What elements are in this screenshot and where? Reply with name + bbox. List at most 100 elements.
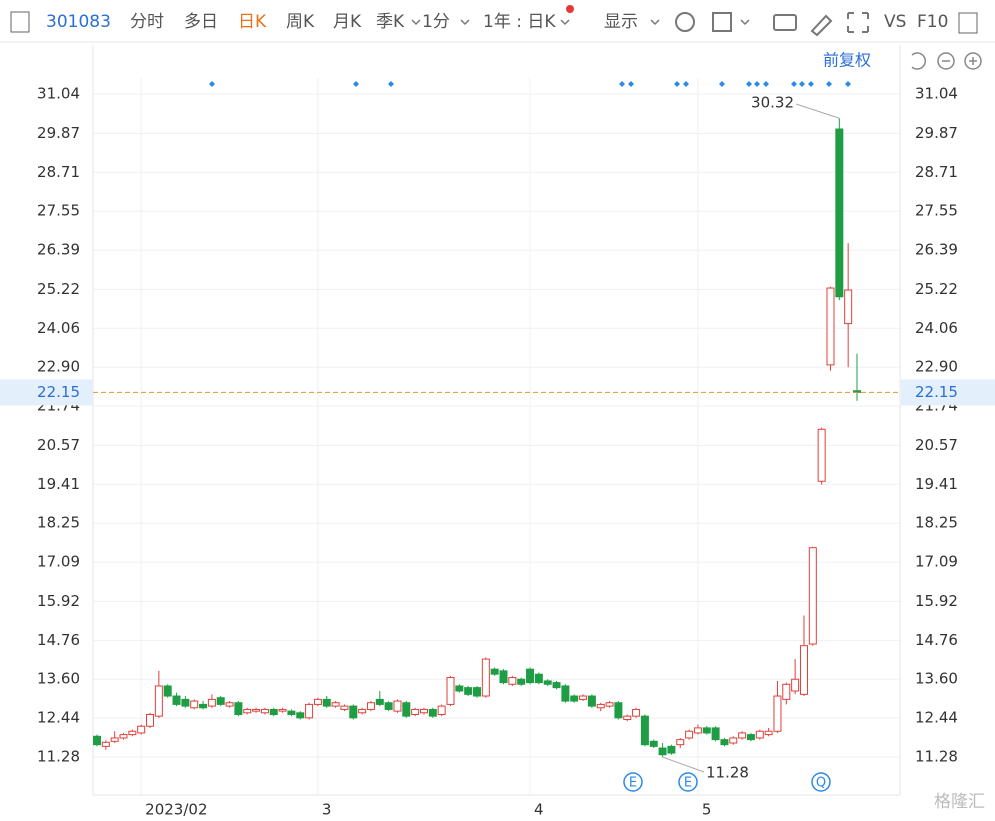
event-icon-label: E [684, 776, 692, 791]
candle-body [128, 730, 137, 736]
toolbar-tab[interactable]: 日K [238, 12, 267, 32]
dropdown-arrow [460, 19, 470, 26]
candle-body [570, 695, 579, 702]
candle-body [296, 712, 305, 719]
fullscreen-icon[interactable] [847, 12, 869, 33]
candle-body [163, 685, 172, 697]
y-tick-label: 18.25 [37, 514, 80, 532]
candle-body [667, 745, 676, 754]
candle-body [358, 708, 367, 714]
watermark: 格隆汇 [934, 792, 985, 812]
candle-body [340, 705, 349, 710]
y-tick-label: 22.90 [37, 358, 80, 376]
candle-body [561, 685, 570, 702]
candle-body [517, 678, 526, 685]
y2-tick-label: 17.09 [915, 553, 958, 571]
candle-body [93, 735, 101, 746]
event-icon-label: Q [816, 776, 826, 791]
last-price-label: 22.15 [37, 383, 80, 401]
box-icon[interactable] [712, 12, 732, 32]
candle-body [755, 730, 764, 739]
candle-body [349, 705, 358, 719]
candle-body [137, 725, 146, 734]
event-icon-label: E [629, 776, 637, 791]
candle-body [234, 702, 243, 715]
candle-body [552, 682, 561, 689]
y-tick-label: 13.60 [37, 670, 80, 688]
y2-tick-label: 29.87 [915, 124, 958, 142]
y2-tick-label: 15.92 [915, 592, 958, 610]
event-icon[interactable] [678, 772, 698, 792]
candle-body [685, 730, 694, 739]
camera-icon[interactable] [773, 14, 797, 31]
y-tick-label: 14.76 [37, 631, 80, 649]
candle-body [693, 727, 702, 734]
panel-icon[interactable] [958, 12, 978, 34]
toolbar-tab[interactable]: 季K [376, 12, 405, 32]
low-leader [662, 756, 705, 773]
adjust-button[interactable]: 前复权 [823, 51, 871, 70]
y-tick-label: 26.39 [37, 241, 80, 259]
candle-body [711, 727, 720, 741]
candle-body [402, 702, 411, 717]
toolbar-tab[interactable]: 月K [333, 12, 362, 32]
candle-body [313, 698, 322, 705]
toolbar-tab[interactable]: F10 [917, 12, 948, 32]
stock-code[interactable]: 301083 [46, 12, 111, 32]
candle-body [640, 715, 649, 746]
event-icon[interactable] [811, 772, 831, 792]
last-price-label: 22.15 [915, 383, 958, 401]
zoom-out[interactable] [937, 52, 955, 70]
candle-body [729, 737, 738, 744]
candle-body [826, 287, 835, 366]
candle-body [278, 708, 287, 712]
candle-body [658, 747, 667, 756]
zoom-in[interactable] [964, 52, 982, 70]
candle-body [455, 685, 464, 692]
x-tick-label: 3 [322, 801, 332, 819]
candle-body [526, 668, 535, 684]
toolbar-tab[interactable]: 1分 [422, 12, 450, 32]
toolbar-tab[interactable]: 周K [286, 12, 315, 32]
candle-body [782, 683, 791, 700]
x-tick-label: 5 [702, 801, 712, 819]
y-tick-label: 19.41 [37, 475, 80, 493]
toolbar-tab[interactable]: VS [884, 12, 906, 32]
candle-body [799, 645, 808, 695]
toolbar-tab[interactable]: 多日 [184, 12, 218, 32]
y2-tick-label: 22.90 [915, 358, 958, 376]
signal-markers [209, 81, 851, 87]
candle-body [366, 702, 375, 710]
candle-body [481, 658, 490, 697]
menu-icon[interactable] [10, 11, 30, 33]
candle-body [543, 680, 552, 685]
candle-body [101, 741, 110, 747]
candle-body [154, 685, 163, 717]
candle-body [844, 289, 853, 325]
candle-body [605, 702, 614, 707]
candle-body [216, 697, 225, 705]
y-tick-label: 12.44 [37, 709, 80, 727]
settings-icon[interactable] [675, 12, 695, 32]
high-label: 30.32 [751, 94, 794, 112]
dropdown-arrow [560, 19, 570, 26]
pen-icon[interactable] [810, 14, 833, 37]
undo-icon[interactable] [911, 52, 927, 70]
candle-body [269, 708, 278, 715]
toolbar-tab[interactable]: 1年 : 日K [483, 12, 556, 32]
candle-body [207, 698, 216, 707]
y2-tick-label: 11.28 [915, 748, 958, 766]
high-leader [795, 103, 840, 119]
candle-body [428, 708, 437, 717]
toolbar-tab[interactable]: 显示 [604, 12, 638, 32]
toolbar-tab[interactable]: 分时 [130, 12, 164, 32]
dropdown-arrow [650, 19, 660, 26]
candle-body [437, 705, 446, 715]
candle-body [384, 702, 393, 710]
candle-body [331, 702, 340, 707]
candle-body [473, 687, 481, 697]
candle-body [773, 695, 782, 732]
event-icon[interactable] [623, 772, 643, 792]
